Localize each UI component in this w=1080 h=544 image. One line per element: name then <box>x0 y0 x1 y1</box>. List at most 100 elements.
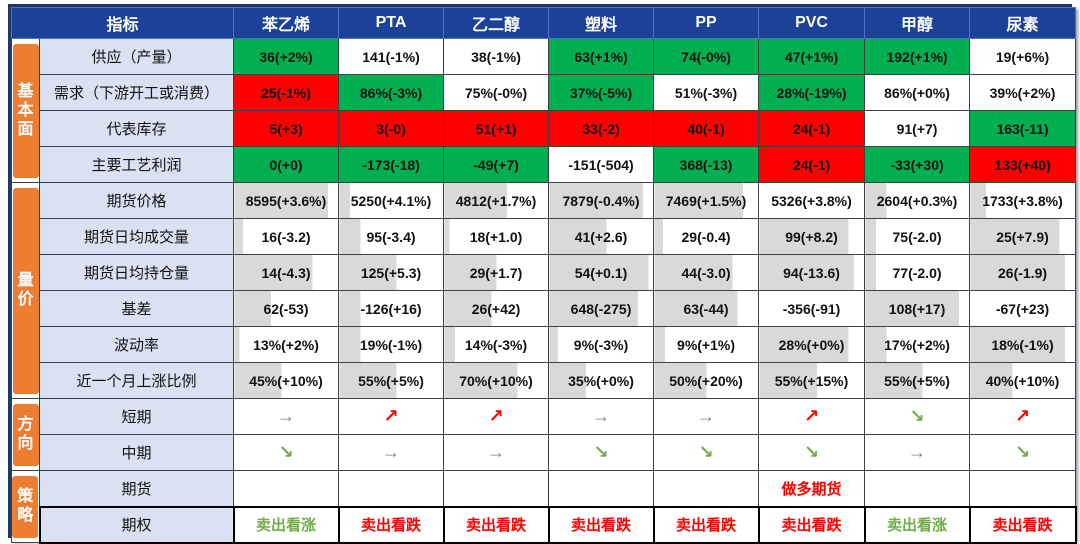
row-label: 主要工艺利润 <box>38 146 235 183</box>
data-cell: 75%(-0%) <box>443 74 550 111</box>
product-column-header-4: 塑料 <box>548 7 655 39</box>
section-label-fundamentals: 基本面 <box>11 38 40 183</box>
product-column-header-1: 苯乙烯 <box>233 7 340 39</box>
data-cell: 648(-275) <box>548 290 655 327</box>
section-label-strategy: 策略 <box>11 470 40 543</box>
table-row: 主要工艺利润 0(+0) -173(-18) -49(+7) -151(-504) 368… <box>12 146 1077 183</box>
data-cell: 26(-1.9) <box>969 254 1077 291</box>
table-row: 基本面供应（产量） 36(+2%) 141(-1%) 38(-1%) 63(+1%) 74… <box>11 38 1077 183</box>
trend-down-icon: ↘ <box>233 434 340 471</box>
trend-flat-icon: → <box>653 398 760 435</box>
data-cell: -356(-91) <box>758 290 866 327</box>
data-cell: 4812(+1.7%) <box>443 182 550 219</box>
data-cell: 41(+2.6) <box>548 218 655 255</box>
data-cell: 368(-13) <box>653 146 760 183</box>
data-cell: 70%(+10%) <box>443 362 550 399</box>
strategy-cell <box>233 470 340 507</box>
data-cell: 63(+1%) <box>548 38 655 75</box>
data-cell: -67(+23) <box>969 290 1077 327</box>
data-cell: 51%(-3%) <box>653 74 760 111</box>
data-cell: 74(-0%) <box>653 38 760 75</box>
data-cell: 26(+42) <box>443 290 550 327</box>
table-row: 近一个月上涨比例 45%(+10%) 55%(+5%) 70%(+10%) 35%(+0… <box>12 362 1077 399</box>
data-cell: 63(-44) <box>653 290 760 327</box>
data-cell: 14%(-3%) <box>443 326 550 363</box>
data-cell: 77(-2.0) <box>864 254 971 291</box>
table-row: 波动率 13%(+2%) 19%(-1%) 14%(-3%) 9%(-3%) 9%(+1%… <box>12 326 1077 363</box>
row-label: 短期 <box>38 398 235 435</box>
strategy-cell <box>338 470 445 507</box>
data-cell: 192(+1%) <box>864 38 971 75</box>
product-column-header-3: 乙二醇 <box>443 7 550 39</box>
data-cell: 40(-1) <box>653 110 760 147</box>
data-cell: 39%(+2%) <box>969 74 1077 111</box>
data-cell: 94(-13.6) <box>758 254 866 291</box>
data-cell: 45%(+10%) <box>233 362 340 399</box>
data-cell: 2604(+0.3%) <box>864 182 971 219</box>
trend-up-icon: ↗ <box>443 398 550 435</box>
data-cell: 40%(+10%) <box>969 362 1077 399</box>
trend-flat-icon: → <box>864 434 971 471</box>
data-cell: 163(-11) <box>969 110 1077 147</box>
data-cell: 5(+3) <box>233 110 340 147</box>
data-cell: 5326(+3.8%) <box>758 182 866 219</box>
data-cell: 24(-1) <box>758 146 866 183</box>
trend-down-icon: ↘ <box>758 434 866 471</box>
section-label-char: 基 <box>17 82 34 100</box>
row-label: 期货日均成交量 <box>38 218 235 255</box>
row-label: 中期 <box>38 434 235 471</box>
strategy-cell <box>653 470 760 507</box>
data-cell: 54(+0.1) <box>548 254 655 291</box>
data-cell: 16(-3.2) <box>233 218 340 255</box>
trend-flat-icon: → <box>443 434 550 471</box>
strategy-cell: 卖出看涨 <box>863 505 971 544</box>
data-cell: 133(+40) <box>969 146 1077 183</box>
indicator-table-grid: 指标 苯乙烯 PTA 乙二醇 塑料 PP PVC 甲醇 尿素基本面供应（产量） 36(+2%) 14… <box>10 7 1077 544</box>
row-label: 基差 <box>38 290 235 327</box>
data-cell: 36(+2%) <box>233 38 340 75</box>
data-cell: -126(+16) <box>338 290 445 327</box>
section-label-direction: 方向 <box>11 398 40 471</box>
section-label-char: 量 <box>17 272 34 289</box>
strategy-cell <box>443 470 550 507</box>
trend-flat-icon: → <box>338 434 445 471</box>
data-cell: -151(-504) <box>548 146 655 183</box>
data-cell: -173(-18) <box>338 146 445 183</box>
strategy-cell: 卖出看跌 <box>442 505 550 544</box>
product-column-header-2: PTA <box>338 7 445 39</box>
product-column-header-7: 甲醇 <box>864 7 971 39</box>
data-cell: 18%(-1%) <box>969 326 1077 363</box>
section-label-char: 本 <box>17 101 34 119</box>
data-cell: 0(+0) <box>233 146 340 183</box>
section-label-volume-price: 量价 <box>11 182 40 399</box>
product-column-header-6: PVC <box>758 7 866 39</box>
data-cell: 55%(+5%) <box>338 362 445 399</box>
data-cell: 18(+1.0) <box>443 218 550 255</box>
table-row: 策略期货 做多期货 <box>11 470 1077 543</box>
trend-down-icon: ↘ <box>969 434 1077 471</box>
indicator-column-header: 指标 <box>10 7 235 39</box>
data-cell: 91(+7) <box>864 110 971 147</box>
table-row: 期权 卖出看涨 卖出看跌 卖出看跌 卖出看跌 卖出看跌 卖出看跌 卖出看涨 卖出看跌 <box>12 505 1077 544</box>
row-label: 代表库存 <box>38 110 235 147</box>
data-cell: 50%(+20%) <box>653 362 760 399</box>
data-cell: 75(-2.0) <box>864 218 971 255</box>
data-cell: 19(+6%) <box>969 38 1077 75</box>
data-cell: 7879(-0.4%) <box>548 182 655 219</box>
header-row: 指标 苯乙烯 PTA 乙二醇 塑料 PP PVC 甲醇 尿素 <box>10 7 1077 39</box>
data-cell: 141(-1%) <box>338 38 445 75</box>
row-label: 近一个月上涨比例 <box>38 362 235 399</box>
row-label: 期货 <box>38 470 235 507</box>
section-label-char: 方 <box>17 416 34 433</box>
row-label: 需求（下游开工或消费） <box>38 74 235 111</box>
data-cell: 125(+5.3) <box>338 254 445 291</box>
data-cell: 19%(-1%) <box>338 326 445 363</box>
data-cell: 17%(+2%) <box>864 326 971 363</box>
strategy-cell <box>969 470 1077 507</box>
data-cell: 24(-1) <box>758 110 866 147</box>
trend-down-icon: ↘ <box>653 434 760 471</box>
strategy-cell <box>864 470 971 507</box>
data-cell: 95(-3.4) <box>338 218 445 255</box>
data-cell: 7469(+1.5%) <box>653 182 760 219</box>
trend-flat-icon: → <box>233 398 340 435</box>
